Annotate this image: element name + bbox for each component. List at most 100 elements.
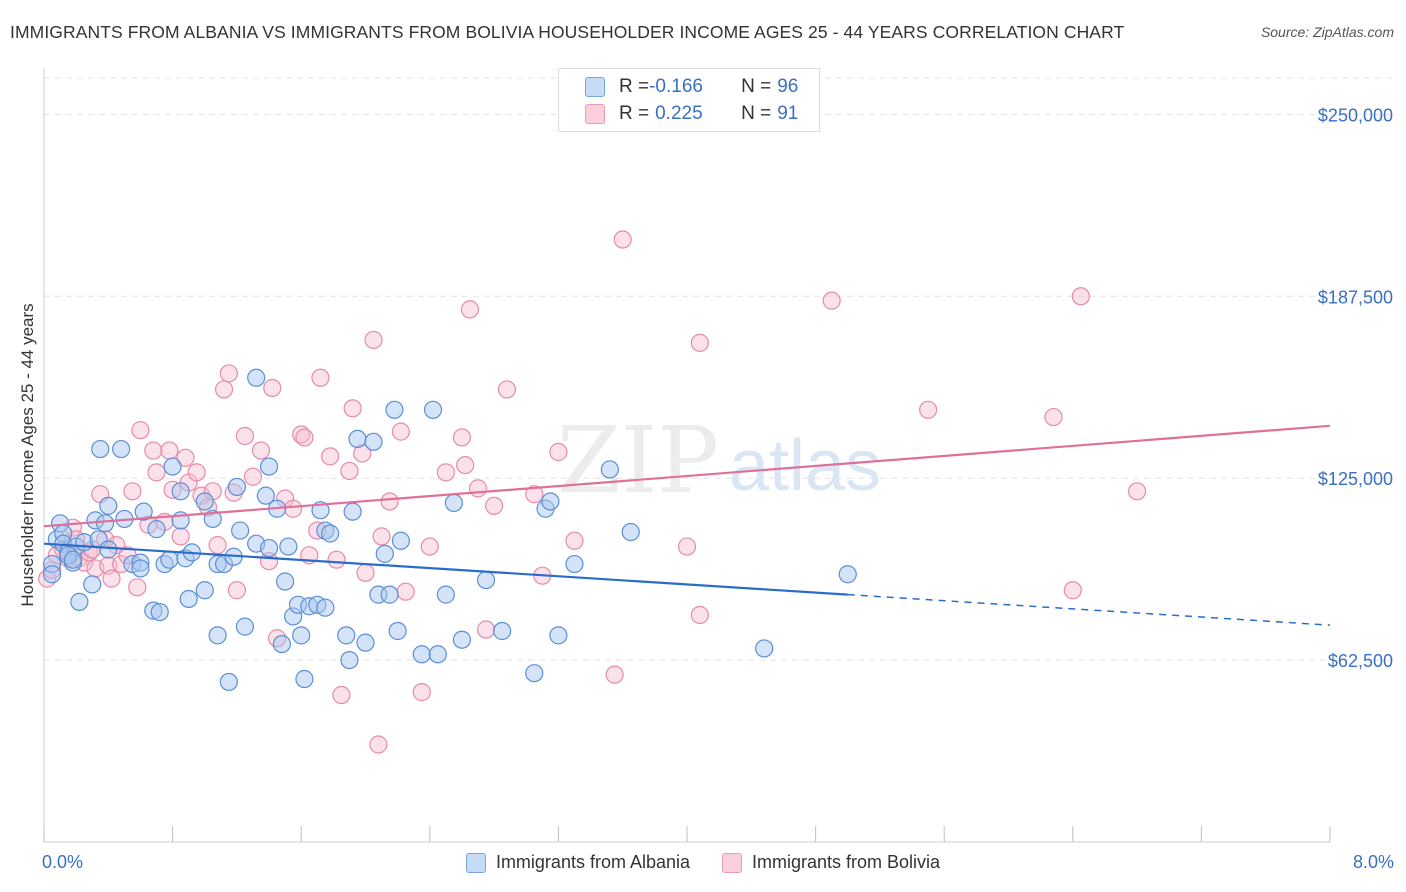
albania-point [279,537,298,556]
bolivia-point [690,333,709,352]
bolivia-point [460,300,480,319]
bolivia-point [311,368,330,387]
bolivia-point [372,527,391,546]
albania-point [316,598,335,617]
bolivia-point [396,582,415,601]
grid-lines [44,77,1395,661]
albania-point [621,522,640,542]
bolivia-point [343,399,362,418]
bolivia-r-value: 0.225 [655,103,703,124]
albania-point [364,432,383,451]
bolivia-point [356,563,375,582]
bolivia-point [822,291,841,310]
albania-point [276,572,295,591]
bolivia-point [456,455,475,475]
albania-point [42,565,62,584]
albania-point [256,486,275,505]
axes [43,68,1331,843]
albania-point [340,650,359,670]
albania-point [70,592,89,611]
bolivia-point [565,531,584,550]
watermark: ZIP atlas [557,407,881,514]
albania-point [131,559,150,578]
bolivia-point [613,230,632,249]
albania-point [203,509,222,529]
albania-point [541,492,560,511]
series-legend-albania: Immigrants from Albania [465,852,691,873]
y-tick-label: $250,000 [1318,105,1393,125]
albania-point [231,521,250,540]
bolivia-point [327,550,346,569]
bolivia-point [549,442,568,462]
albania-point [163,457,182,476]
albania-point [195,492,214,511]
chart-title: IMMIGRANTS FROM ALBANIA VS IMMIGRANTS FR… [10,22,1125,42]
albania-point [83,575,102,594]
albania-r-value: -0.166 [649,76,703,97]
watermark-zip: ZIP [557,407,719,514]
bolivia-n-label: N = [741,103,772,124]
albania-point [195,581,214,600]
bolivia-point [919,400,938,419]
correlation-legend: R = -0.166 N = 96 R = 0.225 N = 91 [558,68,820,132]
albania-point [838,565,857,584]
albania-point [565,554,584,574]
bolivia-point [102,569,121,588]
albania-point [348,429,367,448]
bolivia-point [1071,287,1090,306]
bolivia-point [332,685,351,705]
source-label: Source: ZipAtlas.com [1260,24,1394,40]
bolivia-point [295,428,314,447]
bolivia-point [292,425,311,444]
albania-point [375,544,394,563]
albania-point [549,626,568,645]
bolivia-point [128,578,147,597]
albania-trend-line [43,542,848,596]
bolivia-point [391,422,410,441]
albania-point [259,538,279,558]
albania-point [755,639,774,658]
series-legend: Immigrants from Albania Immigrants from … [0,852,1406,873]
albania-point [150,602,169,622]
legend-row-albania: R = -0.166 N = 96 [585,75,798,99]
bolivia-point [243,467,263,486]
albania-n-label: N = [741,76,772,97]
bolivia-point [227,581,246,600]
bolivia-point [1063,581,1082,600]
albania-point [343,502,362,521]
bolivia-point [251,441,271,460]
bolivia-point [235,426,255,446]
bolivia-point [525,485,544,504]
bolivia-trend-line [43,424,1331,528]
albania-legend-label: Immigrants from Albania [495,852,691,872]
bolivia-n-value: 91 [777,103,799,124]
albania-point [525,664,544,683]
albania-point [444,493,464,513]
albania-points [42,368,857,692]
albania-point [388,621,407,641]
trend-lines [43,424,1331,626]
albania-point [356,633,375,652]
albania-point [476,570,496,590]
bolivia-point [263,378,282,398]
albania-point [295,669,314,689]
bolivia-point [452,428,472,447]
albania-point [147,520,166,539]
albania-point [247,368,266,387]
bolivia-point [219,364,238,383]
bolivia-point [131,421,150,440]
albania-point [99,540,118,559]
bolivia-point [497,380,517,399]
bolivia-point [468,479,488,498]
legend-row-bolivia: R = 0.225 N = 91 [585,102,798,126]
albania-point [292,626,311,645]
albania-point [171,482,190,501]
albania-point [337,626,356,645]
albania-point [423,400,443,419]
albania-point [95,514,115,533]
albania-point [380,585,399,604]
bolivia-point [176,448,195,467]
bolivia-r-label: R = [619,103,650,124]
bolivia-point [321,447,340,466]
